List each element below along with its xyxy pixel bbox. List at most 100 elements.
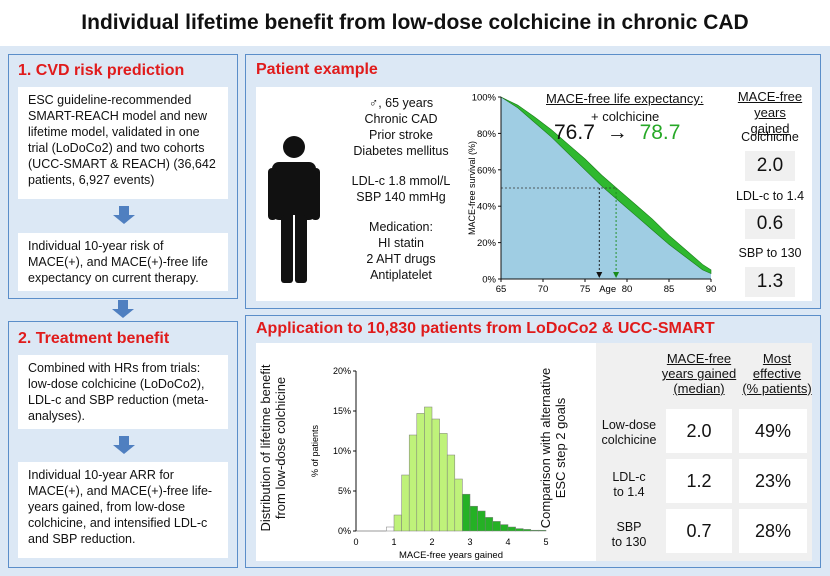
- histogram-bar: [477, 510, 486, 532]
- age-marker-arrow-colchicine: [613, 272, 620, 278]
- histogram-bar: [424, 406, 433, 532]
- years-gained-title: MACE-free years gained: [737, 89, 803, 136]
- histogram-bar: [393, 514, 402, 532]
- patient-history: Prior stroke: [369, 128, 433, 142]
- medication-antiplatelet: Antiplatelet: [370, 268, 432, 282]
- patient-content: ♂, 65 years Chronic CAD Prior stroke Dia…: [256, 87, 812, 301]
- medication-label: Medication:: [369, 220, 433, 234]
- patient-example-panel: Patient example ♂, 65 years Chronic CAD …: [245, 54, 821, 309]
- histogram-bar: [386, 526, 395, 532]
- histogram-bar: [401, 474, 410, 532]
- row-label-sbp: SBP to 130: [611, 520, 647, 549]
- histogram-bar: [507, 526, 516, 532]
- colchicine-label: + colchicine: [591, 109, 660, 124]
- y-tick-label: 15%: [333, 406, 351, 416]
- life-expectancy-before: 76.7: [554, 121, 595, 144]
- gain-value-sbp: 1.3: [745, 267, 795, 297]
- survival-area: [501, 97, 711, 279]
- x-tick-label: 90: [706, 284, 717, 295]
- y-tick-label: 60%: [477, 165, 497, 176]
- x-tick-label: 75: [580, 284, 591, 295]
- histogram-bar: [454, 478, 463, 532]
- arr-output-box: Individual 10-year ARR for MACE(+), and …: [18, 462, 228, 558]
- histogram-bar: [462, 493, 471, 532]
- patient-diagnosis: Chronic CAD: [364, 112, 438, 126]
- life-expectancy-title: MACE-free life expectancy:: [546, 91, 704, 106]
- x-tick-label: 3: [467, 537, 472, 547]
- histogram-bar: [492, 521, 501, 532]
- histogram-bar: [515, 528, 524, 532]
- histogram-bar: [484, 517, 494, 532]
- header-years-gained: MACE-free years gained (median): [661, 351, 737, 396]
- patient-ldl: LDL-c 1.8 mmol/L: [351, 174, 451, 188]
- cvd-risk-title: 1. CVD risk prediction: [18, 62, 185, 79]
- y-tick-label: 5%: [338, 486, 351, 496]
- y-tick-label: 10%: [333, 446, 351, 456]
- header-most-effective: Most effective (% patients): [742, 351, 812, 396]
- y-tick-label: 0%: [482, 275, 496, 286]
- row-pct-colchicine: 49%: [739, 409, 807, 453]
- y-tick-label: 40%: [477, 202, 497, 213]
- row-years-colchicine: 2.0: [666, 409, 732, 453]
- y-tick-label: 0%: [338, 526, 351, 536]
- histogram-side-label: Distribution of lifetime benefit from lo…: [258, 364, 288, 532]
- page-title: Individual lifetime benefit from low-dos…: [0, 0, 830, 46]
- gain-label-ldl: LDL-c to 1.4: [735, 189, 805, 203]
- histogram-bar: [469, 505, 478, 532]
- comparison-side-label: Comparison with alternative ESC step 2 g…: [538, 367, 568, 529]
- gain-label-sbp: SBP to 130: [738, 246, 802, 260]
- y-tick-label: 20%: [333, 366, 351, 376]
- row-years-sbp: 0.7: [666, 509, 732, 553]
- x-tick-label: 80: [622, 284, 633, 295]
- row-pct-sbp: 28%: [739, 509, 807, 553]
- arrow-icon: →: [606, 121, 628, 144]
- comparison-table: MACE-free years gained (median) Most eff…: [596, 343, 812, 561]
- histogram-bar: [446, 454, 456, 532]
- person-icon: [268, 136, 320, 283]
- histogram-bar: [522, 529, 532, 532]
- gain-value-colchicine: 2.0: [745, 151, 795, 181]
- x-tick-label: 0: [353, 537, 358, 547]
- x-tick-label: 5: [543, 537, 548, 547]
- histogram-bar: [538, 529, 547, 532]
- gain-label-colchicine: Colchicine: [741, 130, 799, 144]
- risk-output-box: Individual 10-year risk of MACE(+), and …: [18, 233, 228, 291]
- row-pct-ldl: 23%: [739, 459, 807, 503]
- x-axis-label: MACE-free years gained: [399, 550, 503, 561]
- histogram-bar: [439, 433, 448, 532]
- cvd-risk-panel: 1. CVD risk prediction ESC guideline-rec…: [8, 54, 238, 299]
- age-marker-arrow-current: [596, 272, 603, 278]
- x-tick-label: 1: [391, 537, 396, 547]
- patient-sex-age: ♂, 65 years: [368, 96, 434, 110]
- patient-details: ♂, 65 years Chronic CAD Prior stroke Dia…: [336, 95, 466, 283]
- histogram-bar: [431, 418, 440, 532]
- y-axis-label: MACE-free survival (%): [467, 141, 477, 235]
- x-tick-label: 70: [538, 284, 549, 295]
- x-tick-label: 4: [505, 537, 510, 547]
- life-expectancy-values: 76.7 → 78.7: [554, 122, 680, 143]
- y-tick-label: 80%: [477, 129, 497, 140]
- benefit-histogram: 0% 5% 10% 15% 20% 0 1 2 3 4 5 MACE-free years gaine…: [310, 366, 549, 561]
- treatment-benefit-panel: 2. Treatment benefit Combined with HRs f…: [8, 321, 238, 568]
- y-tick-label: 100%: [472, 93, 497, 104]
- row-years-ldl: 1.2: [666, 459, 732, 503]
- patient-example-title: Patient example: [256, 61, 378, 78]
- x-tick-label: 65: [496, 284, 507, 295]
- model-description-box: ESC guideline-recommended SMART-REACH mo…: [18, 87, 228, 199]
- medication-statin: HI statin: [378, 236, 424, 250]
- medication-aht: 2 AHT drugs: [366, 252, 436, 266]
- life-expectancy-after: 78.7: [639, 121, 681, 144]
- histogram-bar: [500, 524, 509, 532]
- row-label-colchicine: Low-dose colchicine: [601, 418, 657, 447]
- patient-comorbidity: Diabetes mellitus: [353, 144, 449, 158]
- survival-chart: 0% 20% 40% 60% 80% 100% 65 70 75 80 85 90 Age MACE-fr…: [467, 93, 717, 296]
- y-axis-label: % of patients: [310, 424, 320, 477]
- patient-sbp: SBP 140 mmHg: [356, 190, 446, 204]
- application-title: Application to 10,830 patients from LoDo…: [256, 320, 715, 337]
- row-label-ldl: LDL-c to 1.4: [612, 470, 646, 499]
- treatment-benefit-title: 2. Treatment benefit: [18, 330, 170, 347]
- x-tick-label: 85: [664, 284, 675, 295]
- x-axis-label: Age: [599, 284, 616, 295]
- y-tick-label: 20%: [477, 238, 497, 249]
- histogram-bar: [408, 434, 418, 532]
